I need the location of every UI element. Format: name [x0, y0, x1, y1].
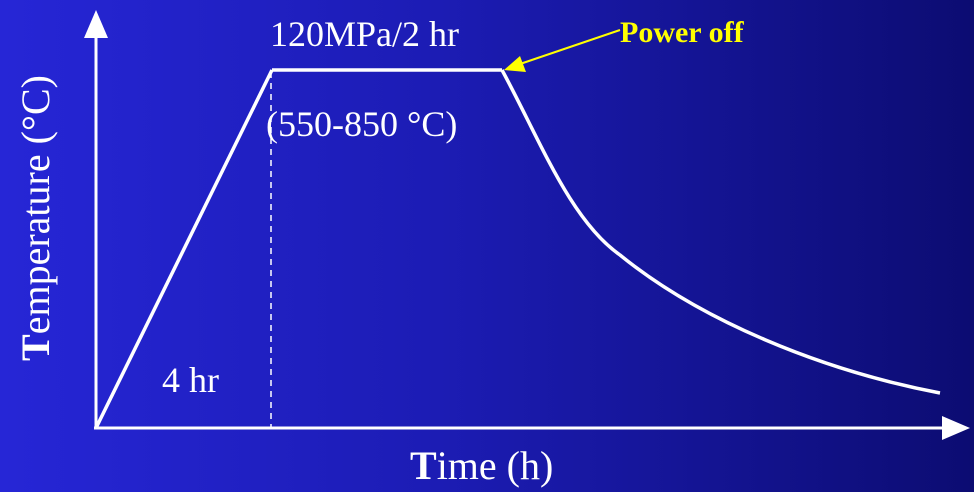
x-axis-label: Time (h): [410, 446, 553, 486]
y-axis-arrow: [84, 10, 108, 38]
ramp-duration-label: 4 hr: [162, 360, 219, 400]
hold-condition-label: 120MPa/2 hr: [270, 14, 459, 54]
x-axis-label-rest: ime (h): [436, 443, 554, 488]
x-axis-label-initial: T: [410, 443, 437, 488]
temperature-range-label: (550-850 °C): [266, 104, 458, 144]
ramp-up-segment: [94, 69, 274, 429]
y-axis-label-rest: emperature (°C): [13, 75, 58, 335]
cool-down-curve: [500, 69, 941, 395]
power-off-label: Power off: [620, 16, 744, 49]
y-axis-label-initial: T: [13, 334, 58, 361]
power-off-pointer-arrowhead: [504, 56, 526, 72]
y-axis-label: Temperature (°C): [13, 75, 58, 361]
x-axis-arrow: [942, 416, 970, 440]
power-off-pointer-line: [519, 29, 621, 65]
